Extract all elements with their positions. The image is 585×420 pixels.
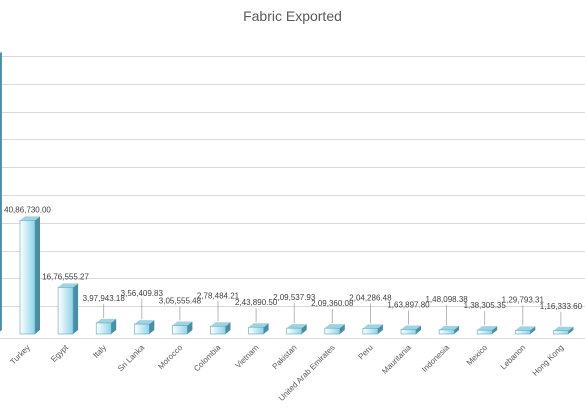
category-label: Italy [91, 343, 108, 360]
category-label: Pakistan [271, 343, 299, 371]
category-label: Morocco [156, 343, 184, 371]
bar-side [187, 321, 193, 334]
bar-face [553, 330, 569, 335]
bar-top [362, 324, 383, 329]
data-label: 2,43,890.50 [235, 298, 278, 307]
data-labels: 3.4240,86,730.0016,76,555.273,97,943.183… [4, 205, 583, 326]
bar [324, 324, 345, 335]
category-label: Vietnam [234, 343, 261, 370]
bar-top [0, 51, 2, 54]
bar-top [248, 323, 269, 328]
bar-face [57, 287, 74, 335]
bar [19, 216, 40, 335]
bar-side [492, 326, 498, 334]
bar-face [134, 323, 150, 335]
data-label: 3,97,943.18 [83, 294, 126, 303]
category-label: Colombia [192, 343, 223, 374]
bar-top [286, 324, 307, 329]
bar-side [416, 325, 421, 334]
bars [0, 51, 574, 335]
bar [438, 325, 460, 335]
bar-top [324, 324, 345, 329]
category-label: Hong Kong [531, 343, 566, 378]
bar-side [149, 320, 155, 334]
data-label: 2,04,286.48 [349, 293, 392, 302]
bar-top [20, 216, 40, 221]
bar-top [210, 322, 231, 327]
bar [362, 324, 383, 335]
category-label: Indonesia [420, 343, 451, 374]
bar-face [248, 326, 264, 335]
bar [476, 326, 498, 335]
data-label: 1,29,793.31 [502, 295, 545, 304]
bar-face [438, 329, 455, 335]
bar-side [263, 323, 269, 334]
bar-top [172, 321, 193, 326]
bar [248, 323, 269, 335]
bar [210, 322, 231, 335]
data-label: 2,09,537.93 [273, 293, 316, 302]
category-label: Mexico [465, 343, 490, 368]
category-labels: Turkey Egypt Italy Sri Lanka Morocco Colombia… [8, 343, 565, 403]
bar-face [210, 325, 226, 335]
bar-face [19, 220, 36, 335]
bar-side [0, 51, 2, 332]
data-label: 3,05,555.48 [159, 297, 202, 306]
bar-side [225, 322, 231, 334]
data-label: 2,09,360.08 [311, 299, 354, 308]
bar-side [301, 324, 307, 334]
bar-face [172, 325, 188, 335]
data-label: 40,86,730.00 [4, 205, 51, 214]
bar-face [476, 329, 493, 335]
bar [400, 325, 421, 335]
bar-face [286, 327, 303, 335]
bar [95, 318, 117, 335]
bar [0, 51, 2, 332]
data-label: 1,38,305.35 [464, 301, 507, 310]
bar-top [96, 318, 117, 323]
data-label: 16,76,555.27 [42, 272, 89, 281]
bar-side [377, 324, 383, 334]
chart-title: Fabric Exported [243, 8, 342, 24]
bar-top [58, 283, 79, 288]
bar [134, 320, 155, 335]
bar-side [339, 324, 345, 334]
data-label: 1,63,897.80 [387, 300, 430, 309]
bar-side [111, 318, 117, 334]
category-label: Peru [356, 343, 374, 361]
bar-face [514, 330, 531, 335]
bar-face [400, 329, 417, 335]
data-label: 2,78,484.21 [197, 291, 240, 300]
bar [286, 324, 307, 335]
bar-top [439, 325, 460, 330]
bar-top [515, 326, 536, 331]
bar-side [568, 326, 574, 334]
data-label: 3,56,409.83 [121, 289, 164, 298]
bar-top [134, 320, 155, 325]
bar-top [553, 326, 574, 331]
bar-face [324, 327, 341, 335]
bar-side [35, 216, 40, 334]
data-label: 1,16,333.60 [540, 302, 583, 311]
bar [553, 326, 574, 335]
gridlines [0, 56, 585, 339]
category-label: Mauritania [380, 343, 413, 376]
bar-side [454, 325, 460, 334]
category-label: Sri Lanka [116, 343, 147, 374]
category-label: Turkey [8, 343, 31, 366]
bar [57, 283, 79, 335]
bar-top [477, 326, 498, 331]
bar-face [362, 328, 379, 335]
category-label: Egypt [49, 343, 70, 364]
bar-side [530, 326, 536, 334]
bar-side [73, 283, 79, 334]
data-label: 1,48,098.38 [425, 295, 468, 304]
bar-face [95, 322, 112, 335]
bar-top [401, 325, 421, 330]
bar [172, 321, 193, 335]
category-label: Lebanon [499, 343, 527, 371]
bar [514, 326, 536, 335]
